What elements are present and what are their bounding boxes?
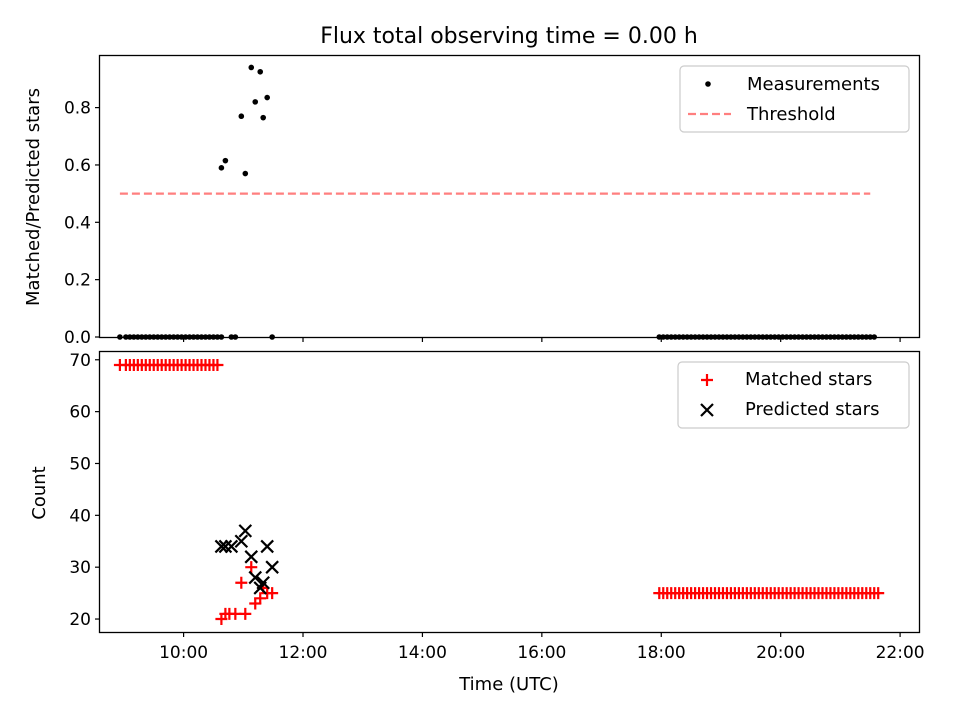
predicted-star-point [224,539,239,554]
predicted-star-point [248,570,263,585]
predicted-star-point [218,539,233,554]
measurement-point [222,157,229,164]
matched-star-point [211,358,224,371]
ytick-label: 0.4 [64,213,91,233]
ytick-label: 30 [69,558,91,578]
ratio-legend: Measurements Threshold [679,65,910,133]
matched-star-point [254,592,267,605]
ytick-label: 60 [69,403,91,423]
measurement-point [238,113,245,120]
measurement-point [257,68,264,75]
xtick-label: 10:00 [159,643,208,663]
xtick-label: 16:00 [517,643,566,663]
predicted-star-point [214,539,229,554]
ytick-label: 0.0 [64,328,91,348]
ytick-label: 70 [69,351,91,371]
legend-dot-marker [705,81,711,87]
predicted-star-point [260,539,274,554]
legend-matched: Matched stars [745,369,872,390]
xtick-label: 12:00 [279,643,328,663]
count-ylabel: Count [29,466,50,519]
legend-threshold: Threshold [746,104,836,125]
ratio-ylabel: Matched/Predicted stars [23,88,44,306]
chart-title: Flux total observing time = 0.00 h [320,24,698,49]
predicted-star-point [265,560,279,574]
legend-plus-marker [701,374,713,386]
matched-star-point [872,587,885,600]
panel-ratio: 0.00.20.40.60.8 Matched/Predicted stars … [23,54,921,348]
measurement-point [260,114,267,121]
xtick-label: 22:00 [876,643,925,663]
ytick-label: 0.8 [64,99,91,119]
ytick-label: 50 [69,454,91,474]
predicted-star-point [256,575,270,590]
matched-star-point [245,561,258,574]
legend-measurements: Measurements [747,74,880,95]
measurement-point [242,170,249,177]
ytick-label: 0.6 [64,156,91,176]
panel-counts: 20 30 40 50 60 70 10:00 12:00 14:00 16:00 18:00 20:… [29,351,925,695]
legend-predicted: Predicted stars [745,399,879,420]
ytick-label: 40 [69,506,91,526]
matched-star-point [266,587,279,600]
count-legend: Matched stars Predicted stars [677,361,910,429]
ytick-label: 20 [69,610,91,630]
predicted-star-point [244,550,259,564]
predicted-star-point [234,534,249,549]
xtick-label: 18:00 [637,643,686,663]
measurement-point [264,94,270,101]
matched-star-point [235,576,248,589]
count-xlabel: Time (UTC) [458,674,559,695]
xtick-label: 14:00 [398,643,447,663]
measurement-point [248,64,255,71]
xtick-label: 20:00 [756,643,805,663]
predicted-star-point [238,524,253,538]
measurement-point [252,99,259,105]
measurement-point [218,165,225,171]
ytick-label: 0.2 [64,271,91,291]
legend-x-marker [700,403,714,417]
matched-star-point [239,607,252,620]
